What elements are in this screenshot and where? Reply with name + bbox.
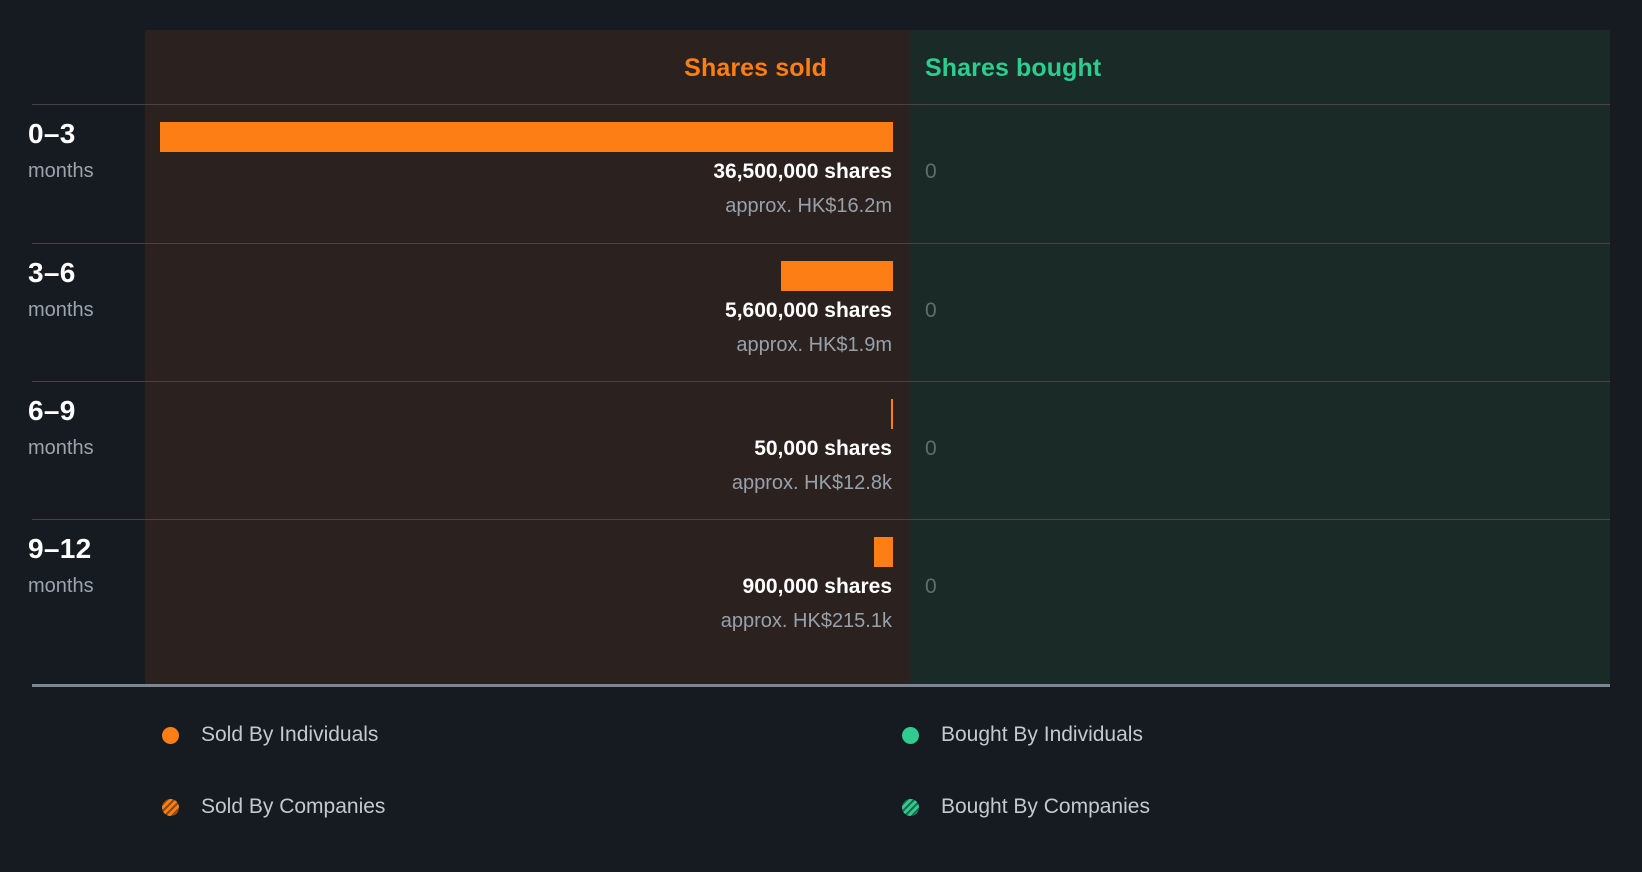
gridline-3 bbox=[32, 519, 1610, 520]
legend-item-sold-by-individuals[interactable]: Sold By Individuals bbox=[162, 723, 378, 747]
sold-bar[interactable] bbox=[160, 122, 893, 152]
circle-marker-icon bbox=[162, 726, 179, 744]
legend-item-bought-by-companies[interactable]: Bought By Companies bbox=[902, 795, 1150, 819]
sold-shares-value: 36,500,000 shares bbox=[713, 160, 892, 183]
sold-bar[interactable] bbox=[781, 261, 893, 291]
shares-bought-header: Shares bought bbox=[925, 54, 1102, 82]
row-range: 6–9 bbox=[28, 395, 76, 426]
legend-label: Bought By Companies bbox=[941, 795, 1150, 818]
legend-label: Sold By Individuals bbox=[201, 723, 379, 746]
row-unit: months bbox=[28, 437, 94, 459]
sold-shares-value: 900,000 shares bbox=[742, 575, 892, 598]
row-unit: months bbox=[28, 299, 94, 321]
sold-shares-value: 5,600,000 shares bbox=[725, 299, 892, 322]
gridline-2 bbox=[32, 381, 1610, 382]
sold-approx-value: approx. HK$215.1k bbox=[720, 610, 892, 632]
sold-bar[interactable] bbox=[874, 537, 893, 567]
sold-approx-value: approx. HK$1.9m bbox=[736, 334, 892, 356]
row-category-label: 6–9 months bbox=[28, 395, 138, 463]
shares-bought-panel bbox=[910, 30, 1610, 685]
gridline-top bbox=[32, 104, 1610, 105]
row-category-label: 3–6 months bbox=[28, 257, 138, 325]
legend-label: Sold By Companies bbox=[201, 795, 386, 818]
bought-shares-value: 0 bbox=[925, 437, 937, 460]
circle-marker-icon bbox=[902, 726, 919, 744]
bought-shares-value: 0 bbox=[925, 160, 937, 183]
chart-row: 0–3 months 36,500,000 shares approx. HK$… bbox=[0, 106, 1642, 245]
sold-shares-value: 50,000 shares bbox=[754, 437, 892, 460]
chart-row: 3–6 months 5,600,000 shares approx. HK$1… bbox=[0, 245, 1642, 384]
sold-approx-value: approx. HK$12.8k bbox=[731, 472, 892, 494]
chart-row: 9–12 months 900,000 shares approx. HK$21… bbox=[0, 521, 1642, 660]
row-range: 0–3 bbox=[28, 118, 76, 149]
legend-item-sold-by-companies[interactable]: Sold By Companies bbox=[162, 795, 385, 819]
row-range: 9–12 bbox=[28, 533, 92, 564]
bought-shares-value: 0 bbox=[925, 299, 937, 322]
bought-shares-value: 0 bbox=[925, 575, 937, 598]
chart-row: 6–9 months 50,000 shares approx. HK$12.8… bbox=[0, 383, 1642, 522]
chart-legend: Sold By Individuals Sold By Companies Bo… bbox=[0, 690, 1642, 870]
hatched-circle-marker-icon bbox=[902, 798, 919, 816]
row-category-label: 0–3 months bbox=[28, 118, 138, 186]
row-unit: months bbox=[28, 160, 94, 182]
shares-sold-header: Shares sold bbox=[684, 54, 827, 82]
row-range: 3–6 bbox=[28, 257, 76, 288]
axis-baseline bbox=[32, 684, 1610, 687]
sold-bar[interactable] bbox=[891, 399, 893, 429]
legend-item-bought-by-individuals[interactable]: Bought By Individuals bbox=[902, 723, 1143, 747]
hatched-circle-marker-icon bbox=[162, 798, 179, 816]
row-unit: months bbox=[28, 575, 94, 597]
sold-approx-value: approx. HK$16.2m bbox=[725, 195, 892, 217]
legend-label: Bought By Individuals bbox=[941, 723, 1143, 746]
row-category-label: 9–12 months bbox=[28, 533, 138, 601]
gridline-1 bbox=[32, 243, 1610, 244]
